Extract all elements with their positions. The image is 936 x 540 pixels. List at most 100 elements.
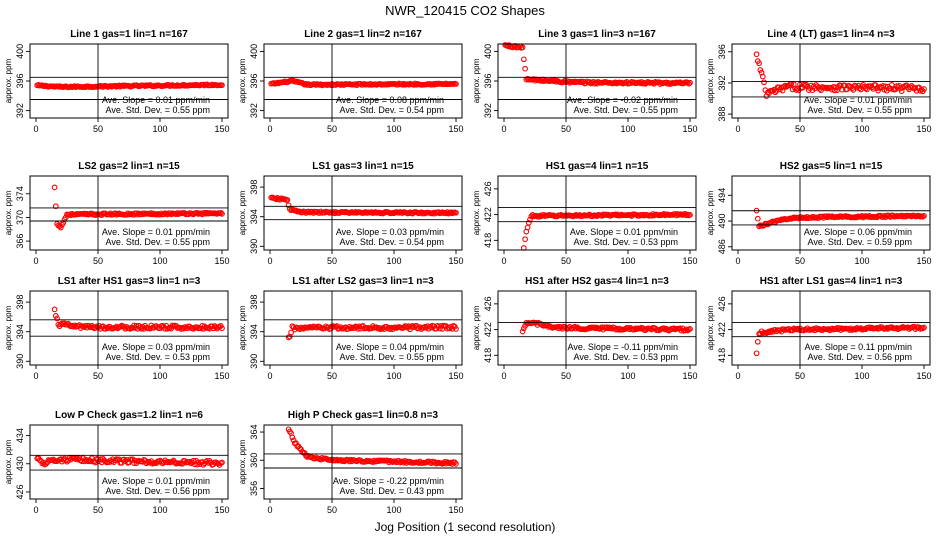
data-point xyxy=(921,213,927,219)
y-tick-label: 396 xyxy=(483,73,493,88)
data-point xyxy=(275,80,282,87)
y-tick-label: 360 xyxy=(249,453,259,468)
data-points xyxy=(519,319,693,335)
x-tick-label: 50 xyxy=(327,124,337,134)
y-tick-label: 396 xyxy=(249,73,259,88)
x-tick-label: 50 xyxy=(93,256,103,266)
x-tick-label: 100 xyxy=(386,505,401,515)
x-tick-label: 0 xyxy=(735,256,740,266)
plot-frame xyxy=(497,290,697,366)
data-point xyxy=(303,81,309,87)
y-tick-label: 398 xyxy=(15,295,25,310)
x-tick-label: 50 xyxy=(327,505,337,515)
x-tick-label: 0 xyxy=(33,124,38,134)
y-tick-label: 396 xyxy=(717,44,727,59)
y-tick-label: 494 xyxy=(717,188,727,203)
slope-annotation: Ave. Slope = 0.03 ppm/min xyxy=(102,342,210,352)
x-tick-label: 150 xyxy=(682,256,697,266)
x-tick-label: 100 xyxy=(386,124,401,134)
y-tick-label: 422 xyxy=(717,322,727,337)
chart-panel-6: LS1 gas=3 lin=1 n=15 0 50 100 150 390 394 398ap… xyxy=(238,161,464,266)
x-tick-label: 100 xyxy=(386,371,401,381)
data-point xyxy=(372,209,379,215)
data-point xyxy=(219,82,225,89)
y-tick-label: 434 xyxy=(15,428,25,443)
data-point xyxy=(72,456,79,462)
data-point xyxy=(334,456,340,463)
x-tick-label: 50 xyxy=(327,256,337,266)
y-tick-label: 490 xyxy=(717,214,727,229)
panel-title: HS1 gas=4 lin=1 n=15 xyxy=(546,161,649,172)
x-tick-label: 50 xyxy=(327,371,337,381)
data-point xyxy=(831,87,838,94)
data-points xyxy=(753,51,927,99)
data-point xyxy=(376,324,382,331)
data-point xyxy=(288,329,294,336)
data-point xyxy=(872,82,879,88)
data-point xyxy=(687,212,693,218)
data-point xyxy=(319,454,325,461)
slope-annotation: Ave. Slope = 0.08 ppm/min xyxy=(336,95,444,105)
y-tick-label: 364 xyxy=(249,425,259,440)
x-tick-label: 150 xyxy=(214,124,229,134)
panel-title: Line 1 gas=1 lin=1 n=167 xyxy=(70,29,188,40)
panel-title: Line 2 gas=1 lin=2 n=167 xyxy=(304,29,422,40)
data-point xyxy=(272,195,278,202)
y-tick-label: 400 xyxy=(249,44,259,59)
stddev-annotation: Ave. Std. Dev. = 0.56 ppm xyxy=(106,486,210,496)
data-point xyxy=(212,324,219,331)
x-tick-label: 50 xyxy=(561,371,571,381)
y-tick-label: 356 xyxy=(249,481,259,496)
stddev-annotation: Ave. Std. Dev. = 0.54 ppm xyxy=(340,105,444,115)
chart-panel-7: HS1 gas=4 lin=1 n=15 0 50 100 150 418 422 426ap… xyxy=(472,161,698,266)
y-tick-label: 400 xyxy=(483,44,493,59)
chart-panel-14: High P Check gas=1 lin=0.8 n=3 0 50 100 150 3… xyxy=(238,410,464,515)
data-point xyxy=(453,209,459,216)
data-points xyxy=(34,81,225,91)
data-point xyxy=(525,219,532,226)
data-point xyxy=(754,338,761,345)
y-tick-label: 426 xyxy=(15,484,25,499)
x-tick-label: 50 xyxy=(795,371,805,381)
stddev-annotation: Ave. Std. Dev. = 0.59 ppm xyxy=(808,237,912,247)
panel-title: Line 4 (LT) gas=1 lin=4 n=3 xyxy=(767,29,895,40)
slope-annotation: Ave. Slope = 0.01 ppm/min xyxy=(102,476,210,486)
panel-title: LS1 gas=3 lin=1 n=15 xyxy=(312,161,414,172)
x-tick-label: 50 xyxy=(561,124,571,134)
data-points xyxy=(753,207,927,230)
x-tick-label: 100 xyxy=(854,256,869,266)
slope-annotation: Ave. Slope = 0.01 ppm/min xyxy=(102,95,210,105)
x-tick-label: 0 xyxy=(735,371,740,381)
x-tick-label: 0 xyxy=(735,124,740,134)
x-tick-label: 0 xyxy=(33,256,38,266)
data-point xyxy=(54,315,60,322)
x-tick-label: 100 xyxy=(854,124,869,134)
y-tick-label: 392 xyxy=(249,103,259,118)
stddev-annotation: Ave. Std. Dev. = 0.53 ppm xyxy=(574,352,678,362)
data-point xyxy=(522,65,528,72)
data-point xyxy=(519,328,526,335)
data-point xyxy=(175,211,182,217)
data-points xyxy=(268,77,459,89)
y-tick-label: 422 xyxy=(483,322,493,337)
x-tick-label: 100 xyxy=(152,371,167,381)
chart-panel-3: Line 3 gas=1 lin=3 n=167 0 50 100 150 392 396 4… xyxy=(472,29,698,134)
y-tick-label: 422 xyxy=(483,207,493,222)
slope-annotation: Ave. Slope = 0.04 ppm/min xyxy=(336,342,444,352)
data-point xyxy=(519,44,526,51)
data-point xyxy=(761,79,767,86)
data-point xyxy=(86,323,93,330)
y-axis-label: approx. ppm xyxy=(238,58,247,103)
panel-title: HS1 after HS2 gas=4 lin=1 n=3 xyxy=(525,276,669,287)
x-tick-label: 0 xyxy=(501,371,506,381)
x-tick-label: 150 xyxy=(916,124,931,134)
plot-frame xyxy=(29,175,229,251)
data-point xyxy=(43,460,49,467)
y-tick-label: 374 xyxy=(15,186,25,201)
data-point xyxy=(51,306,58,313)
chart-panel-9: LS1 after HS1 gas=3 lin=1 n=3 0 50 100 150 39… xyxy=(4,276,230,381)
data-points xyxy=(51,306,225,332)
y-tick-label: 426 xyxy=(717,296,727,311)
data-point xyxy=(444,209,451,215)
